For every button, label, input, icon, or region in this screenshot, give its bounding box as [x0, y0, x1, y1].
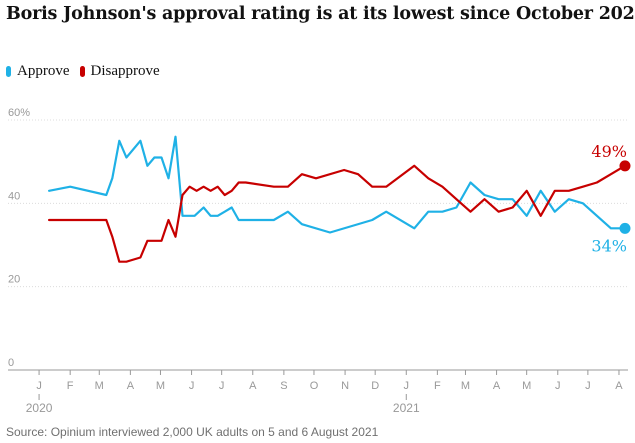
series-end-label-approve: 34% [591, 236, 627, 255]
x-tick-label-17: J [555, 380, 561, 392]
x-tick-label-3: A [127, 380, 135, 392]
x-tick-label-6: J [219, 380, 225, 392]
x-tick-label-15: A [493, 380, 501, 392]
year-label-2021: 2021 [393, 401, 420, 415]
x-tick-label-18: J [585, 380, 591, 392]
y-tick-label-40: 40 [8, 190, 20, 202]
legend-item-disapprove: Disapprove [79, 62, 160, 80]
legend-item-approve: Approve [6, 63, 70, 80]
x-tick-label-14: M [461, 380, 470, 392]
series-end-label-disapprove: 49% [591, 142, 627, 161]
series-end-point-approve [619, 222, 631, 234]
x-tick-label-19: A [615, 380, 623, 392]
x-tick-label-12: J [404, 380, 410, 392]
legend-label-approve: Approve [17, 62, 70, 79]
series-end-point-disapprove [619, 160, 631, 172]
x-tick-label-0: J [36, 380, 42, 392]
x-tick-label-11: D [371, 380, 379, 392]
y-tick-label-0: 0 [8, 357, 14, 369]
y-tick-label-60: 60% [8, 107, 30, 119]
x-tick-label-8: S [280, 380, 287, 392]
legend-label-disapprove: Disapprove [90, 62, 160, 79]
year-label-2020: 2020 [26, 401, 53, 415]
series-line-approve [47, 135, 627, 234]
chart-title: Boris Johnson's approval rating is at it… [6, 4, 635, 24]
legend-swatch-disapprove [79, 65, 85, 77]
x-tick-label-16: M [522, 380, 531, 392]
y-tick-label-20: 20 [8, 274, 20, 286]
x-tick-label-13: F [434, 380, 441, 392]
x-tick-label-7: A [249, 380, 257, 392]
x-tick-label-1: F [67, 380, 74, 392]
x-tick-label-9: O [310, 380, 319, 392]
series-line-disapprove [47, 164, 627, 263]
legend: Approve Disapprove [6, 61, 170, 81]
x-tick-label-4: M [156, 380, 165, 392]
x-tick-label-10: N [341, 380, 349, 392]
legend-swatch-approve [6, 65, 11, 77]
source-note: Source: Opinium interviewed 2,000 UK adu… [6, 425, 379, 439]
x-tick-label-5: J [189, 380, 195, 392]
x-tick-label-2: M [95, 380, 104, 392]
